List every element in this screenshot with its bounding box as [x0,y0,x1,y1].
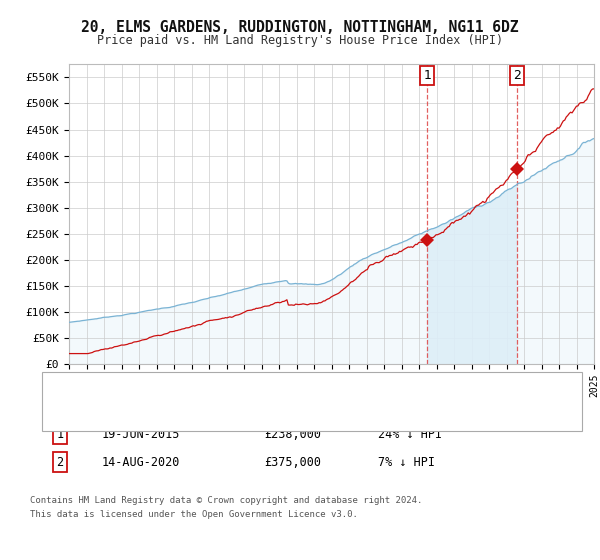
Text: £238,000: £238,000 [264,427,321,441]
Text: 20, ELMS GARDENS, RUDDINGTON, NOTTINGHAM, NG11 6DZ (detached house): 20, ELMS GARDENS, RUDDINGTON, NOTTINGHAM… [81,384,500,394]
Text: 14-AUG-2020: 14-AUG-2020 [102,455,181,469]
Text: 2: 2 [514,69,521,82]
Text: 19-JUN-2015: 19-JUN-2015 [102,427,181,441]
Text: 1: 1 [56,427,64,441]
Text: 20, ELMS GARDENS, RUDDINGTON, NOTTINGHAM, NG11 6DZ: 20, ELMS GARDENS, RUDDINGTON, NOTTINGHAM… [81,20,519,35]
Text: Contains HM Land Registry data © Crown copyright and database right 2024.: Contains HM Land Registry data © Crown c… [30,496,422,505]
Text: 2: 2 [56,455,64,469]
Text: —: — [57,406,67,424]
Text: 24% ↓ HPI: 24% ↓ HPI [378,427,442,441]
Text: 1: 1 [423,69,431,82]
Text: £375,000: £375,000 [264,455,321,469]
Text: 7% ↓ HPI: 7% ↓ HPI [378,455,435,469]
Text: This data is licensed under the Open Government Licence v3.0.: This data is licensed under the Open Gov… [30,510,358,519]
Text: HPI: Average price, detached house, Rushcliffe: HPI: Average price, detached house, Rush… [81,405,368,415]
Text: —: — [57,385,67,403]
Text: Price paid vs. HM Land Registry's House Price Index (HPI): Price paid vs. HM Land Registry's House … [97,34,503,46]
